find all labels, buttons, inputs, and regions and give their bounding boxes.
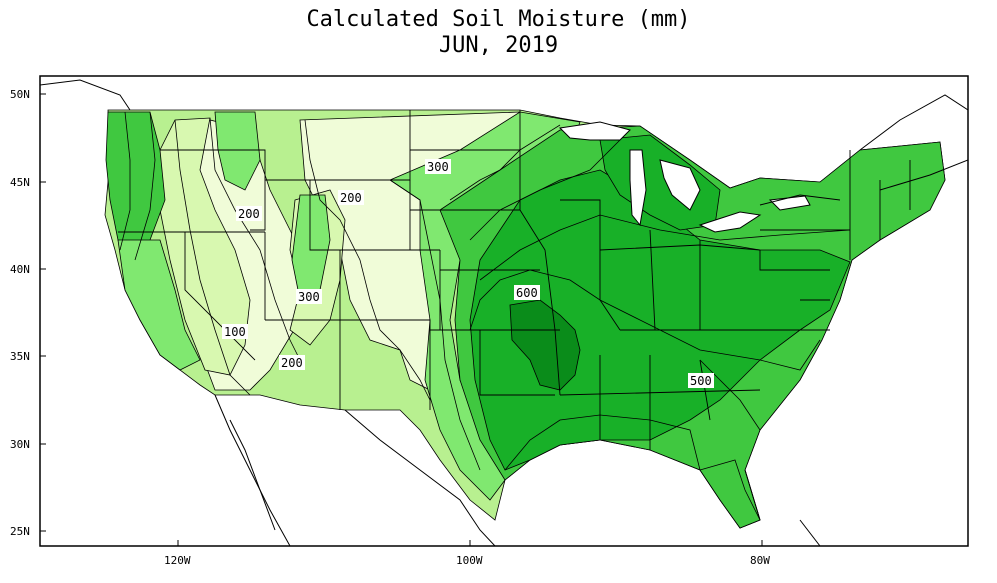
coastlines: [40, 79, 968, 546]
contour-label: 300: [427, 160, 449, 174]
contour-label: 200: [281, 356, 303, 370]
contour-label: 100: [224, 325, 246, 339]
map-title: Calculated Soil Moisture (mm): [306, 7, 691, 32]
lake-huron: [659, 159, 701, 211]
contour-labels: 100 200 200 200 300 300 500 600: [222, 159, 714, 388]
map-body: [40, 79, 968, 546]
lat-tick-label: 45N: [10, 176, 30, 189]
contour-label: 500: [690, 374, 712, 388]
contour-label: 200: [340, 191, 362, 205]
state-boundaries: [118, 110, 911, 450]
lat-tick-label: 30N: [10, 438, 30, 451]
map-subtitle: JUN, 2019: [438, 33, 559, 58]
lat-tick-labels: 50N 45N 40N 35N 30N 25N: [10, 88, 30, 538]
lon-ticks: [177, 540, 763, 546]
contour-label: 600: [516, 286, 538, 300]
lon-tick-labels: 120W 100W 80W: [164, 554, 770, 567]
lat-ticks: [40, 93, 46, 532]
region-level-200-west: [159, 117, 251, 376]
map-frame: [39, 75, 969, 547]
lat-tick-label: 25N: [10, 525, 30, 538]
lat-tick-label: 35N: [10, 350, 30, 363]
contour-label: 200: [238, 207, 260, 221]
region-level-700-core: [509, 299, 581, 391]
lat-tick-label: 50N: [10, 88, 30, 101]
lon-tick-label: 120W: [164, 554, 191, 567]
lake-erie: [698, 211, 762, 233]
lon-tick-label: 100W: [456, 554, 483, 567]
lat-tick-label: 40N: [10, 263, 30, 276]
region-california: [117, 239, 201, 371]
contour-label: 300: [298, 290, 320, 304]
contour-lines: [119, 111, 851, 471]
lon-tick-label: 80W: [750, 554, 770, 567]
